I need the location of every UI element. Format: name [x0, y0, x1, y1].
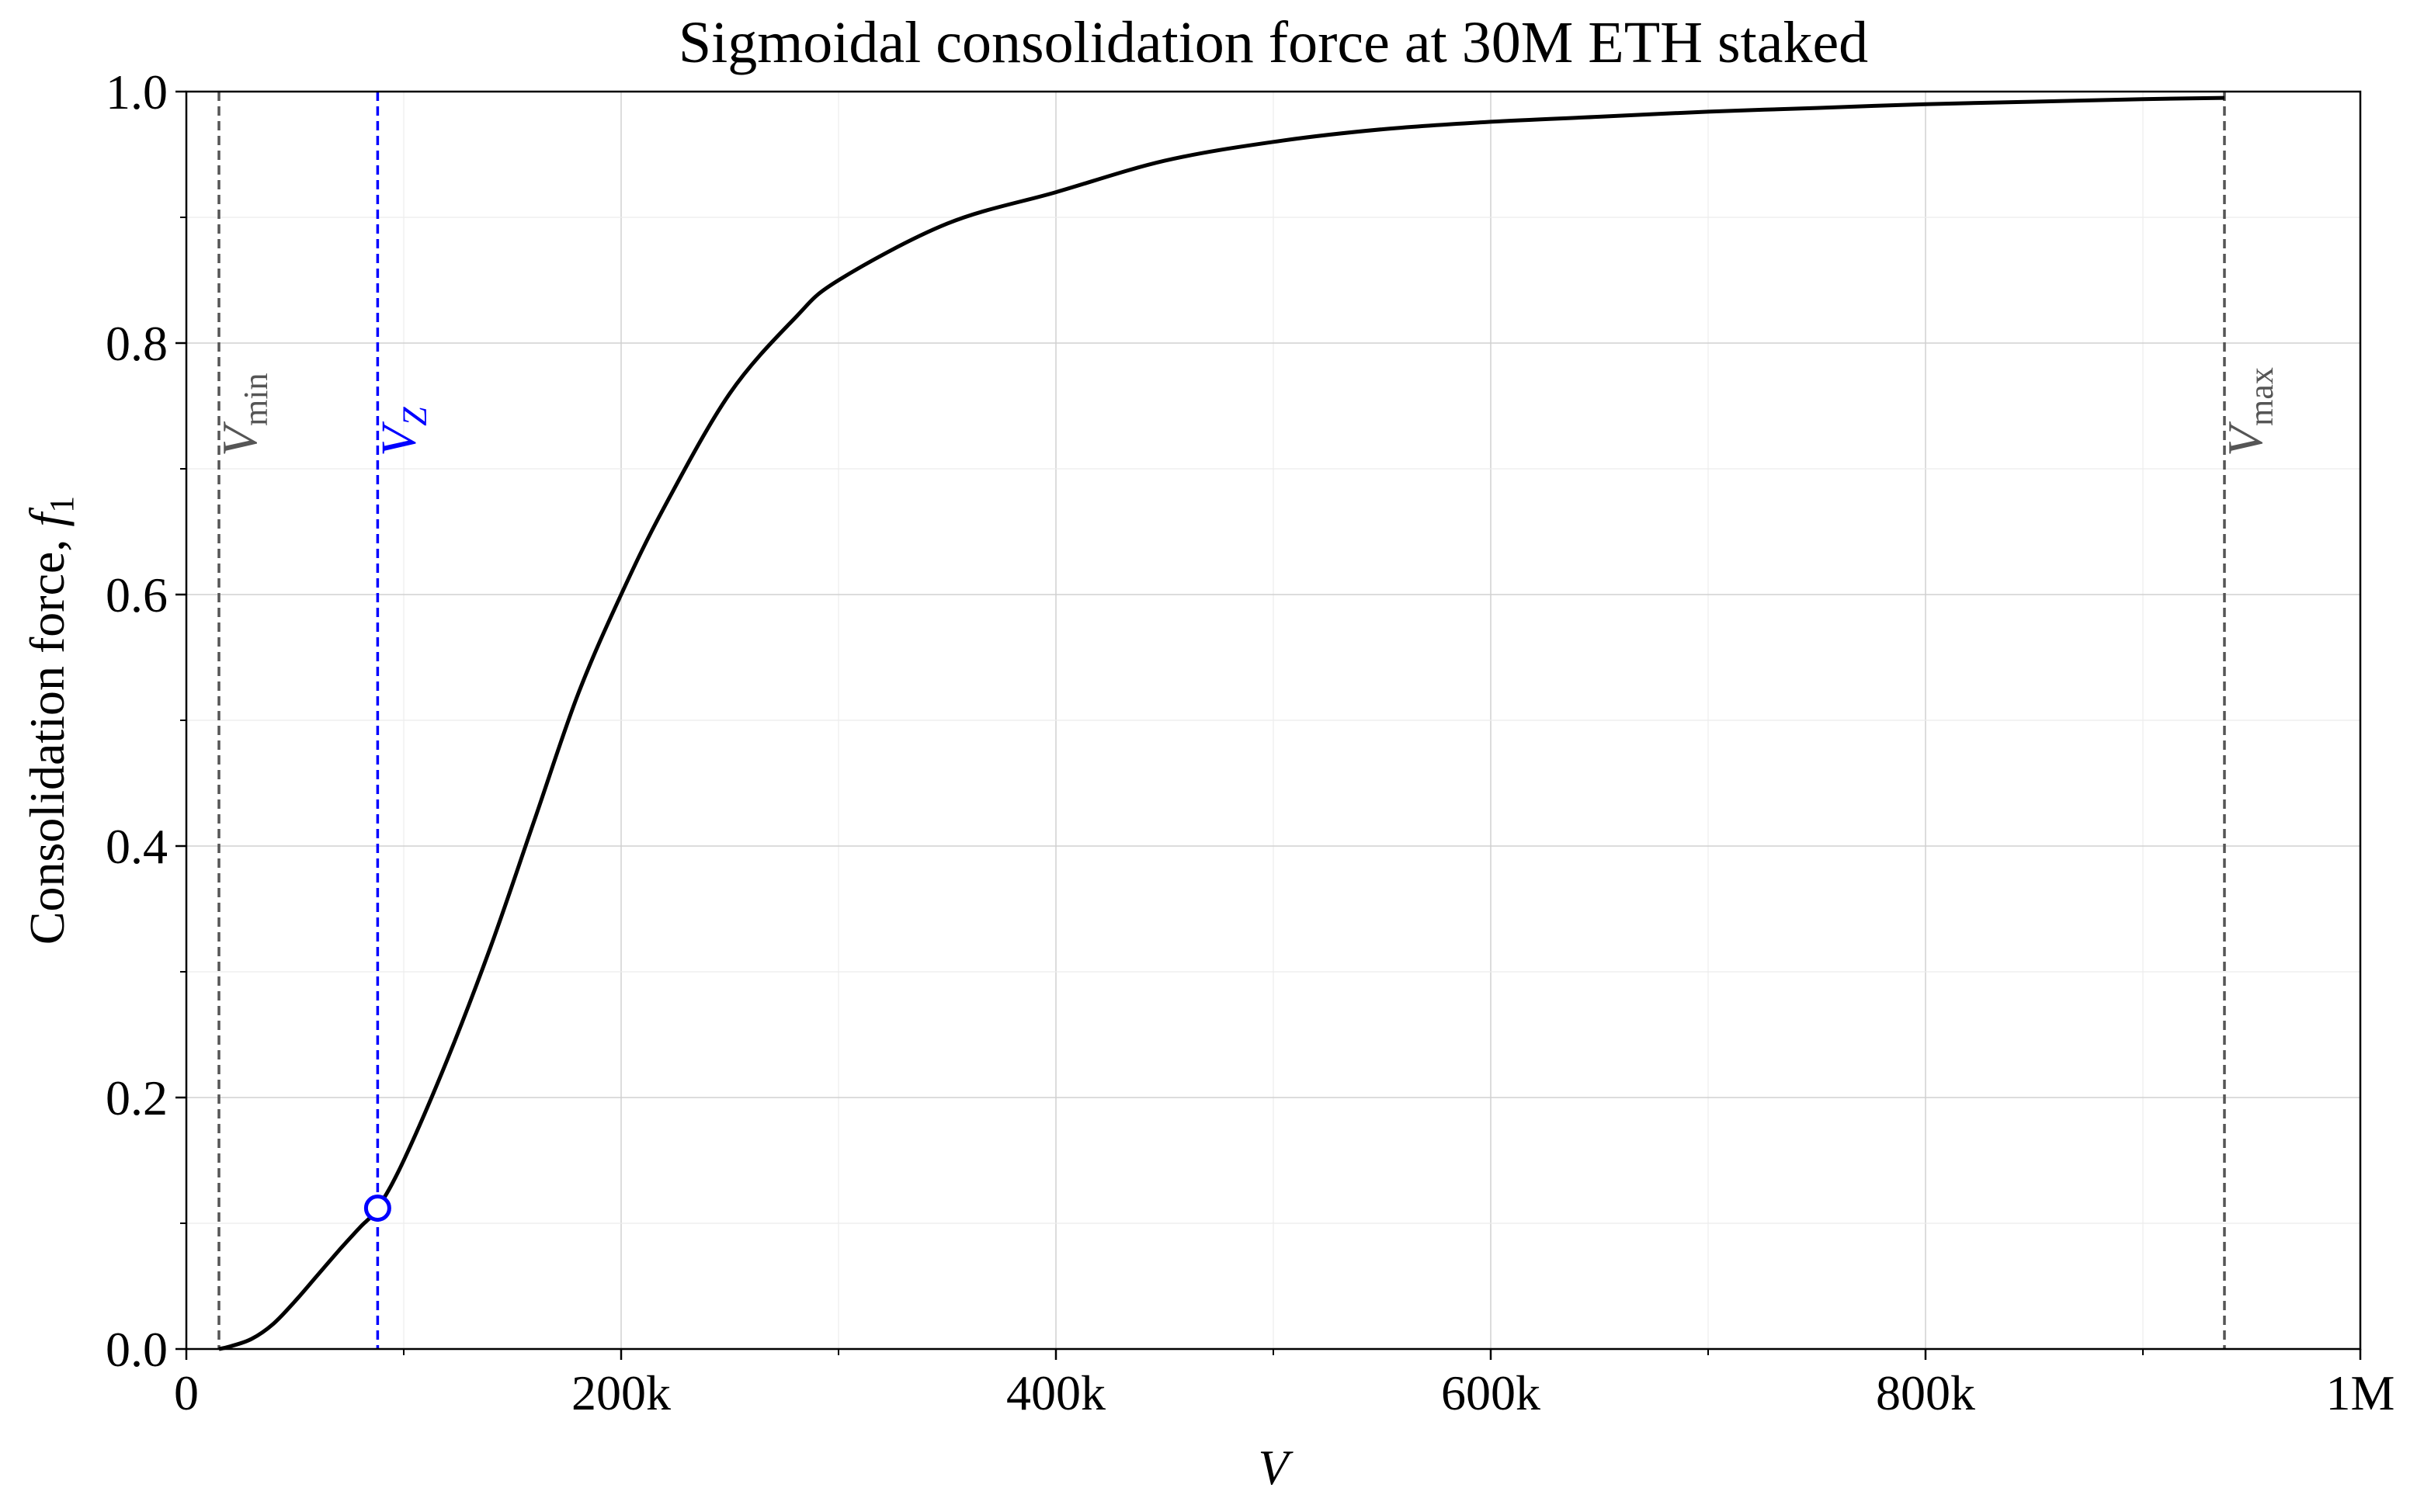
y-axis-label: Consolidation force, f1: [19, 496, 81, 945]
series-line-0: [218, 95, 2225, 1351]
x-tick-label: 1M: [2326, 1365, 2395, 1420]
y-tick-label: 0.8: [106, 316, 168, 371]
y-tick-label: 0.2: [106, 1070, 168, 1125]
x-axis-label: V: [1258, 1440, 1294, 1495]
y-tick-label: 1.0: [106, 64, 168, 120]
vz-marker-point: [363, 1195, 391, 1222]
y-axis-label-subscript: 1: [43, 496, 81, 513]
x-tick-label: 800k: [1876, 1365, 1975, 1420]
vline-label-sub: max: [2242, 367, 2280, 426]
vline-label-main: V: [212, 421, 267, 456]
y-tick-label: 0.6: [106, 567, 168, 622]
vline-label-main: V: [2217, 421, 2273, 456]
vline-label-sub: min: [237, 373, 275, 425]
x-tick-label: 200k: [571, 1365, 671, 1420]
vline-label-min: Vmin: [212, 373, 275, 456]
y-tick-label: 0.0: [106, 1322, 168, 1377]
vline-label-z: VZ: [370, 407, 433, 456]
series-layer: [218, 95, 2225, 1351]
vline-label-main: V: [370, 421, 425, 456]
x-tick-label: 600k: [1441, 1365, 1540, 1420]
vline-label-sub: Z: [395, 407, 433, 426]
axis-ticks: 0 200k 400k 600k 800k 1M 0.0 0.2 0.4 0.6 0.8 1.0: [106, 64, 2394, 1420]
x-tick-label: 0: [174, 1365, 199, 1420]
y-axis-label-text: Consolidation force,: [19, 527, 75, 945]
marker-layer: [363, 1195, 391, 1222]
chart-title: Sigmoidal consolidation force at 30M ETH…: [679, 10, 1868, 75]
vline-label-max: Vmax: [2217, 367, 2280, 456]
x-tick-label: 400k: [1006, 1365, 1106, 1420]
y-tick-label: 0.4: [106, 819, 168, 874]
